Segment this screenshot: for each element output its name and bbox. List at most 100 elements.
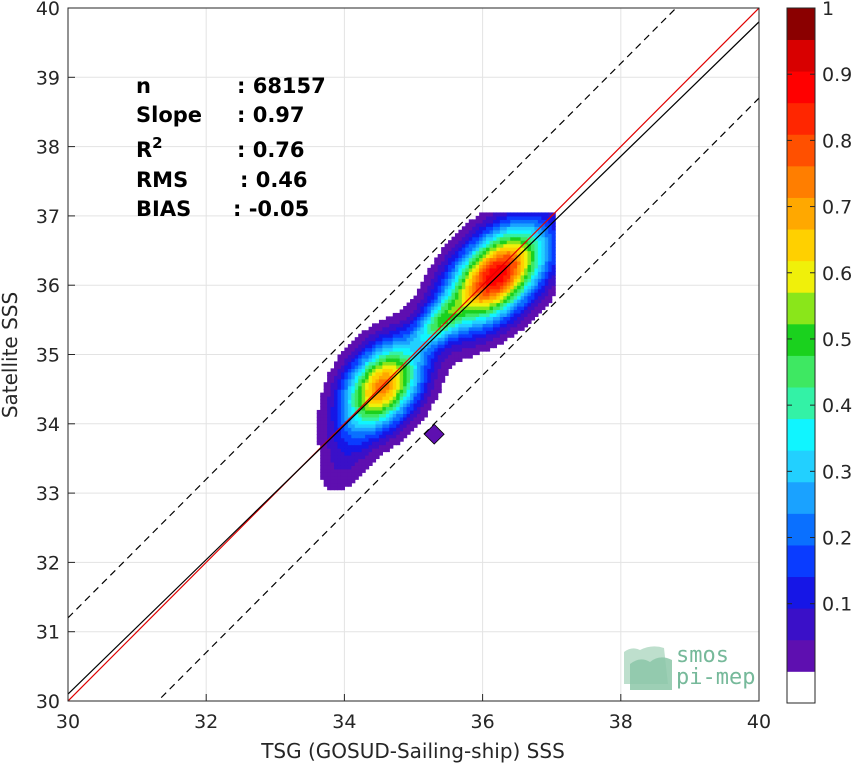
density-cell — [337, 354, 342, 359]
density-cell — [330, 472, 335, 477]
density-cell — [361, 465, 366, 470]
density-cell — [337, 416, 342, 421]
density-cell — [378, 330, 384, 335]
density-cell — [340, 351, 345, 356]
density-cell — [513, 302, 518, 307]
density-cell — [492, 319, 498, 324]
density-cell — [372, 368, 377, 373]
density-cell — [548, 229, 553, 234]
density-cell — [423, 354, 428, 359]
density-cell — [496, 337, 501, 342]
density-cell — [337, 385, 342, 390]
density-cell — [323, 427, 328, 432]
density-cell — [423, 389, 428, 394]
density-cell — [434, 347, 439, 352]
density-cell — [344, 416, 349, 421]
density-cell — [427, 344, 432, 349]
density-cell — [468, 219, 473, 224]
density-cell — [513, 292, 518, 297]
density-cell — [451, 323, 456, 328]
density-cell — [399, 312, 404, 317]
density-cell — [475, 215, 480, 220]
density-cell — [330, 385, 335, 390]
density-cell — [492, 305, 498, 311]
density-cell — [399, 326, 404, 331]
density-cell — [365, 357, 370, 363]
density-cell — [430, 375, 435, 380]
density-cell — [479, 219, 484, 224]
density-cell — [461, 264, 466, 269]
density-cell — [354, 368, 359, 373]
density-cell — [472, 229, 477, 234]
density-cell — [517, 299, 522, 304]
density-cell — [496, 302, 501, 307]
smos-pimep-logo: smos pi-mep — [624, 643, 755, 690]
density-cell — [385, 409, 390, 415]
density-cell — [537, 219, 542, 224]
density-cell — [340, 368, 345, 373]
density-cell — [444, 271, 449, 276]
density-cell — [327, 451, 332, 456]
density-cell — [472, 278, 477, 283]
density-cell — [361, 399, 366, 404]
density-cell — [496, 222, 501, 227]
density-cell — [340, 420, 345, 425]
density-cell — [506, 285, 511, 290]
density-cell — [506, 271, 511, 276]
density-cell — [337, 434, 342, 439]
density-cell — [413, 378, 418, 383]
density-cell — [337, 423, 342, 428]
density-cell — [413, 409, 418, 415]
density-cell — [520, 240, 525, 245]
density-cell — [403, 416, 408, 421]
density-cell — [378, 323, 384, 328]
density-cell — [416, 323, 422, 328]
density-cell — [413, 396, 418, 401]
density-cell — [437, 281, 442, 286]
density-cell — [361, 364, 366, 369]
density-cell — [448, 323, 453, 328]
density-cell — [513, 305, 518, 311]
density-cell — [354, 451, 359, 456]
density-cell — [513, 215, 518, 220]
density-cell — [427, 278, 432, 283]
density-cell — [416, 420, 422, 425]
density-cell — [320, 427, 325, 432]
density-cell — [434, 361, 439, 366]
density-cell — [444, 247, 449, 252]
density-cell — [496, 299, 501, 304]
density-cell — [375, 382, 380, 387]
density-cell — [482, 309, 487, 314]
density-cell — [503, 330, 508, 335]
density-cell — [385, 403, 390, 408]
density-cell — [396, 330, 401, 335]
density-cell — [503, 316, 508, 321]
density-cell — [416, 375, 422, 380]
density-cell — [530, 236, 536, 241]
density-cell — [375, 333, 380, 338]
colorbar-segment — [787, 134, 815, 167]
density-cell — [427, 399, 432, 404]
density-cell — [344, 361, 349, 366]
density-cell — [416, 378, 422, 383]
density-cell — [479, 226, 484, 231]
density-cell — [389, 340, 394, 345]
density-cell — [358, 416, 363, 421]
density-cell — [458, 257, 463, 262]
density-cell — [375, 330, 380, 335]
density-cell — [423, 278, 428, 283]
density-cell — [375, 347, 380, 352]
density-cell — [340, 482, 345, 487]
density-cell — [520, 257, 525, 262]
density-cell — [358, 465, 363, 470]
density-cell — [396, 326, 401, 331]
density-cell — [327, 382, 332, 387]
density-cell — [475, 229, 480, 234]
density-cell — [465, 254, 470, 259]
density-cell — [541, 250, 546, 255]
density-cell — [403, 330, 408, 335]
density-cell — [372, 441, 377, 446]
density-cell — [413, 323, 418, 328]
density-cell — [392, 434, 397, 439]
density-cell — [461, 233, 466, 238]
